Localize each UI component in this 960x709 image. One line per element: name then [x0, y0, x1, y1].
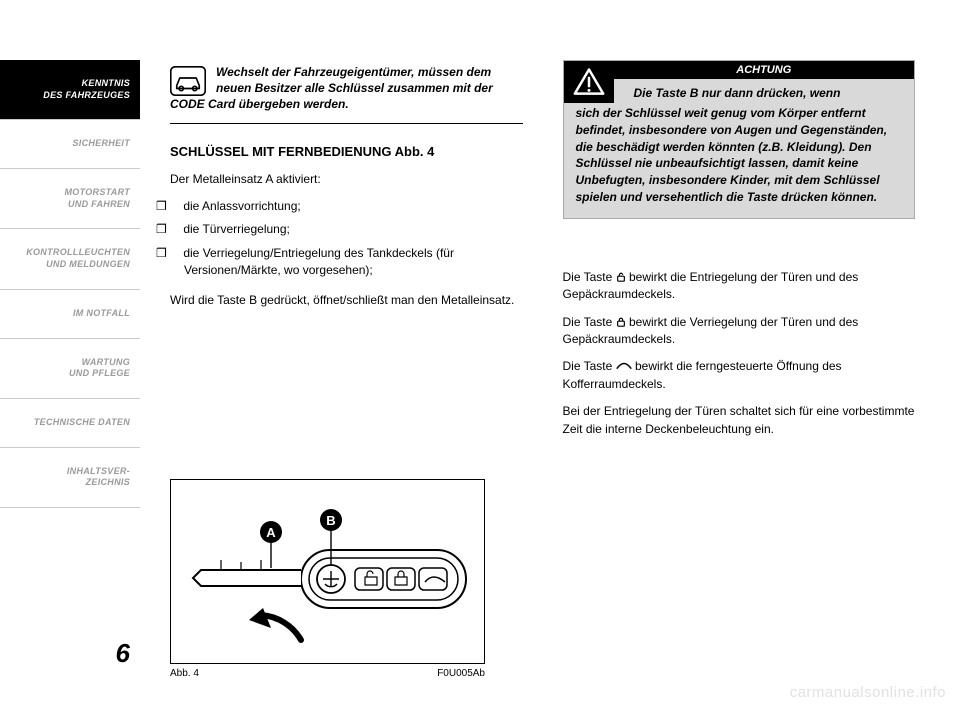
nav-label: INHALTSVER- — [4, 466, 130, 478]
text-part: Die Taste — [563, 270, 616, 284]
bullet-marker: ❒ — [170, 245, 180, 262]
bullet-item: ❒ die Anlassvorrichtung; — [170, 198, 523, 215]
text-part: Die Taste — [563, 359, 616, 373]
nav-label: KONTROLLLEUCHTEN — [4, 247, 130, 259]
key-diagram: A B — [171, 480, 486, 665]
paragraph-trunk: Die Taste bewirkt die ferngesteuerte Öff… — [563, 358, 916, 393]
bullet-marker: ❒ — [170, 198, 180, 215]
text-part: Die Taste — [563, 315, 616, 329]
figure-box: A B — [170, 479, 485, 664]
owner-change-note: Wechselt der Fahrzeugeigentümer, müssen … — [170, 60, 523, 124]
paragraph-interior-light: Bei der Entriegelung der Türen schaltet … — [563, 403, 916, 438]
nav-item-kontrollleuchten[interactable]: KONTROLLLEUCHTEN UND MELDUNGEN — [0, 229, 140, 289]
paragraph-lock: Die Taste bewirkt die Verriegelung der T… — [563, 314, 916, 349]
nav-item-technische-daten[interactable]: TECHNISCHE DATEN — [0, 399, 140, 448]
car-icon — [170, 66, 206, 96]
page-number: 6 — [0, 638, 140, 669]
figure-label: Abb. 4 — [170, 668, 199, 679]
right-column: ACHTUNG Die Taste B nur dann drücken, we… — [563, 60, 916, 679]
nav-label: UND MELDUNGEN — [4, 259, 130, 271]
nav-item-notfall[interactable]: IM NOTFALL — [0, 290, 140, 339]
nav-label: IM NOTFALL — [4, 308, 130, 320]
warning-body: Die Taste B nur dann drücken, wenn sich … — [564, 79, 915, 218]
warning-text-rest: sich der Schlüssel weit genug vom Körper… — [576, 106, 888, 204]
bullet-marker: ❒ — [170, 221, 180, 238]
bullet-text: die Verriegelung/Entriegelung des Tankde… — [183, 246, 454, 277]
bullet-item: ❒ die Türverriegelung; — [170, 221, 523, 238]
bullet-item: ❒ die Verriegelung/Entriegelung des Tank… — [170, 245, 523, 280]
nav-label: SICHERHEIT — [4, 138, 130, 150]
figure-caption: Abb. 4 F0U005Ab — [170, 664, 485, 679]
nav-item-motorstart[interactable]: MOTORSTART UND FAHREN — [0, 169, 140, 229]
nav-label: DES FAHRZEUGES — [4, 90, 130, 102]
after-text: Wird die Taste B gedrückt, öffnet/schlie… — [170, 292, 523, 309]
nav-label: WARTUNG — [4, 357, 130, 369]
watermark: carmanualsonline.info — [790, 684, 946, 701]
warning-box: ACHTUNG Die Taste B nur dann drücken, we… — [563, 60, 916, 219]
sidebar-nav: KENNTNIS DES FAHRZEUGES SICHERHEIT MOTOR… — [0, 60, 140, 679]
callout-b-text: B — [326, 513, 335, 528]
nav-label: UND FAHREN — [4, 199, 130, 211]
unlock-icon — [616, 270, 626, 280]
callout-a-text: A — [266, 525, 276, 540]
warning-triangle-icon — [564, 61, 614, 103]
nav-label: KENNTNIS — [4, 78, 130, 90]
lock-icon — [616, 315, 626, 325]
nav-label: MOTORSTART — [4, 187, 130, 199]
warning-text-first: Die Taste B nur dann drücken, wenn — [576, 85, 903, 105]
figure-code: F0U005Ab — [437, 668, 485, 679]
content-area: Wechselt der Fahrzeugeigentümer, müssen … — [140, 60, 915, 679]
note-text: Wechselt der Fahrzeugeigentümer, müssen … — [170, 65, 493, 111]
trunk-icon — [616, 358, 632, 367]
paragraph-unlock: Die Taste bewirkt die Entriegelung der T… — [563, 269, 916, 304]
figure-4: A B Abb. 4 F0U005Ab — [170, 479, 485, 679]
bullet-text: die Türverriegelung; — [183, 222, 290, 236]
left-column: Wechselt der Fahrzeugeigentümer, müssen … — [170, 60, 523, 679]
intro-text: Der Metalleinsatz A aktiviert: — [170, 171, 523, 188]
section-heading: SCHLÜSSEL MIT FERNBEDIENUNG Abb. 4 — [170, 144, 523, 159]
manual-page: KENNTNIS DES FAHRZEUGES SICHERHEIT MOTOR… — [0, 0, 960, 709]
nav-item-inhaltsverzeichnis[interactable]: INHALTSVER- ZEICHNIS — [0, 448, 140, 508]
nav-item-sicherheit[interactable]: SICHERHEIT — [0, 120, 140, 169]
nav-label: TECHNISCHE DATEN — [4, 417, 130, 429]
bullet-text: die Anlassvorrichtung; — [183, 199, 300, 213]
nav-item-wartung[interactable]: WARTUNG UND PFLEGE — [0, 339, 140, 399]
warning-title: ACHTUNG — [614, 61, 915, 79]
nav-label: ZEICHNIS — [4, 477, 130, 489]
nav-label: UND PFLEGE — [4, 368, 130, 380]
nav-item-kenntnis[interactable]: KENNTNIS DES FAHRZEUGES — [0, 60, 140, 120]
